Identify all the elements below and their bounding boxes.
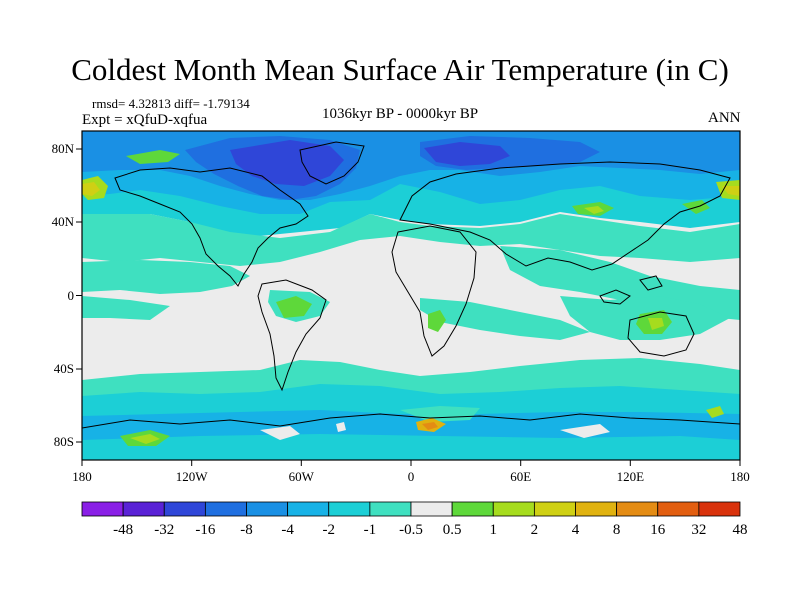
colorbar-swatch — [575, 501, 618, 517]
colorbar-label: 1 — [490, 522, 498, 538]
temperature-field — [82, 131, 740, 460]
x-tick-label: 180 — [730, 469, 750, 484]
colorbar-label: -1 — [364, 522, 377, 538]
colorbar-label: 8 — [613, 522, 621, 538]
australia-coast — [627, 311, 695, 357]
colorbar-label: -4 — [281, 522, 294, 538]
x-tick-label: 0 — [408, 469, 415, 484]
greenland-coast — [299, 141, 365, 185]
x-tick-label: 180 — [72, 469, 92, 484]
experiment-label: Expt = xQfuD-xqfua — [82, 112, 208, 128]
antarctica-coast — [82, 413, 740, 429]
y-tick-label: 40S — [54, 361, 74, 376]
south-america-coast — [257, 279, 327, 392]
colorbar-label: 2 — [531, 522, 539, 538]
colorbar-label: 48 — [733, 522, 748, 538]
x-tick-label: 120W — [176, 469, 209, 484]
colorbar-swatch — [163, 501, 206, 517]
x-tick-label: 120E — [617, 469, 645, 484]
africa-coast — [391, 225, 477, 357]
period-label: 1036kyr BP - 0000kyr BP — [322, 106, 479, 122]
maritime-islands-coast — [599, 275, 663, 305]
colorbar-swatch — [287, 501, 330, 517]
x-tick-label: 60W — [289, 469, 315, 484]
colorbar-label: 32 — [691, 522, 706, 538]
colorbar-swatch — [369, 501, 412, 517]
colorbar-label: 4 — [572, 522, 580, 538]
colorbar-swatch — [616, 501, 659, 517]
north-america-coast — [114, 167, 309, 287]
eurasia-coast — [399, 161, 731, 271]
colorbar-swatch — [81, 501, 124, 517]
colorbar-label: -16 — [195, 522, 215, 538]
y-tick-label: 0 — [68, 288, 75, 303]
colorbar-swatch — [328, 501, 371, 517]
colorbar-label: -32 — [154, 522, 174, 538]
axis-ticks — [76, 148, 741, 466]
colorbar-label: -48 — [113, 522, 133, 538]
map-title: Coldest Month Mean Surface Air Temperatu… — [71, 52, 729, 87]
y-tick-label: 40N — [52, 214, 75, 229]
colorbar-swatch — [122, 501, 165, 517]
colorbar: -48 -32 -16 -8 -4 -2 -1 -0.5 0.5 1 2 4 8 16 32 48 — [81, 501, 748, 538]
colorbar-label: -0.5 — [399, 522, 423, 538]
colorbar-swatch — [246, 501, 289, 517]
colorbar-swatch — [533, 501, 576, 517]
colorbar-swatch — [657, 501, 700, 517]
colorbar-swatch — [410, 501, 453, 517]
colorbar-swatch — [204, 501, 247, 517]
y-tick-label: 80S — [54, 434, 74, 449]
colorbar-label: -2 — [323, 522, 336, 538]
colorbar-swatch — [451, 501, 494, 517]
colorbar-swatch — [698, 501, 741, 517]
colorbar-swatch — [492, 501, 535, 517]
x-tick-label: 60E — [510, 469, 531, 484]
stats-label: rmsd= 4.32813 diff= -1.79134 — [92, 96, 250, 111]
y-tick-label: 80N — [52, 141, 75, 156]
colorbar-label: 16 — [650, 522, 666, 538]
colorbar-label: -8 — [240, 522, 253, 538]
coastlines — [82, 141, 740, 429]
season-label: ANN — [708, 110, 741, 126]
colorbar-label: 0.5 — [443, 522, 462, 538]
